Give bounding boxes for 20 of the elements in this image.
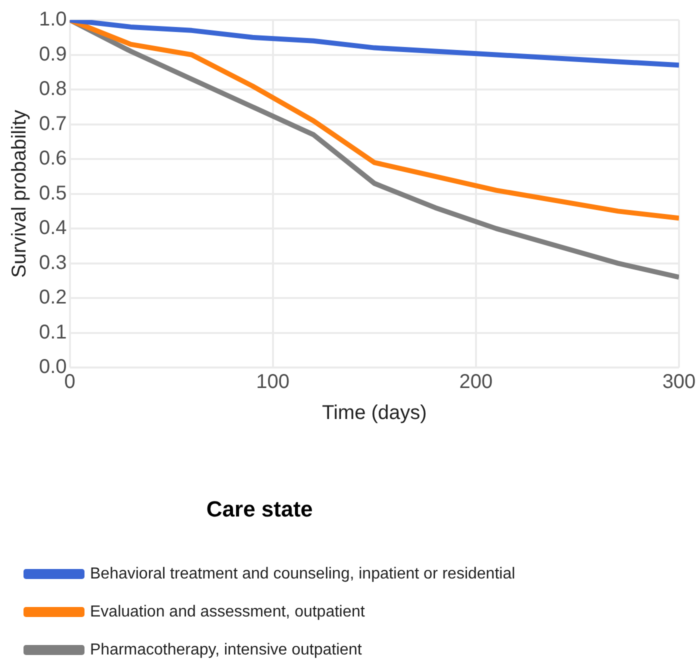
legend-title: Care state	[206, 496, 313, 522]
y-tick-label: 0.1	[38, 321, 67, 344]
x-tick-label: 0	[64, 371, 76, 394]
x-tick-label: 100	[256, 371, 290, 394]
x-tick-label: 300	[662, 371, 696, 394]
legend-label: Pharmacotherapy, intensive outpatient	[90, 641, 362, 658]
y-tick-label: 1.0	[38, 8, 67, 31]
y-tick-label: 0.9	[38, 43, 67, 66]
y-tick-label: 0.5	[38, 182, 67, 204]
y-tick-label: 0.2	[38, 286, 67, 309]
x-axis-title: Time (days)	[322, 402, 427, 424]
x-tick-label: 200	[459, 371, 493, 394]
y-tick-label: 0.7	[38, 112, 67, 135]
y-tick-label: 0.6	[38, 148, 67, 170]
y-tick-label: 0.4	[38, 217, 67, 240]
y-axis-title: Survival probability	[8, 110, 31, 278]
legend-label: Behavioral treatment and counseling, inpatient or residential	[90, 565, 516, 582]
legend-label: Evaluation and assessment, outpatient	[90, 603, 366, 620]
y-tick-label: 0.8	[38, 78, 67, 100]
y-tick-label: 0.3	[38, 252, 67, 274]
